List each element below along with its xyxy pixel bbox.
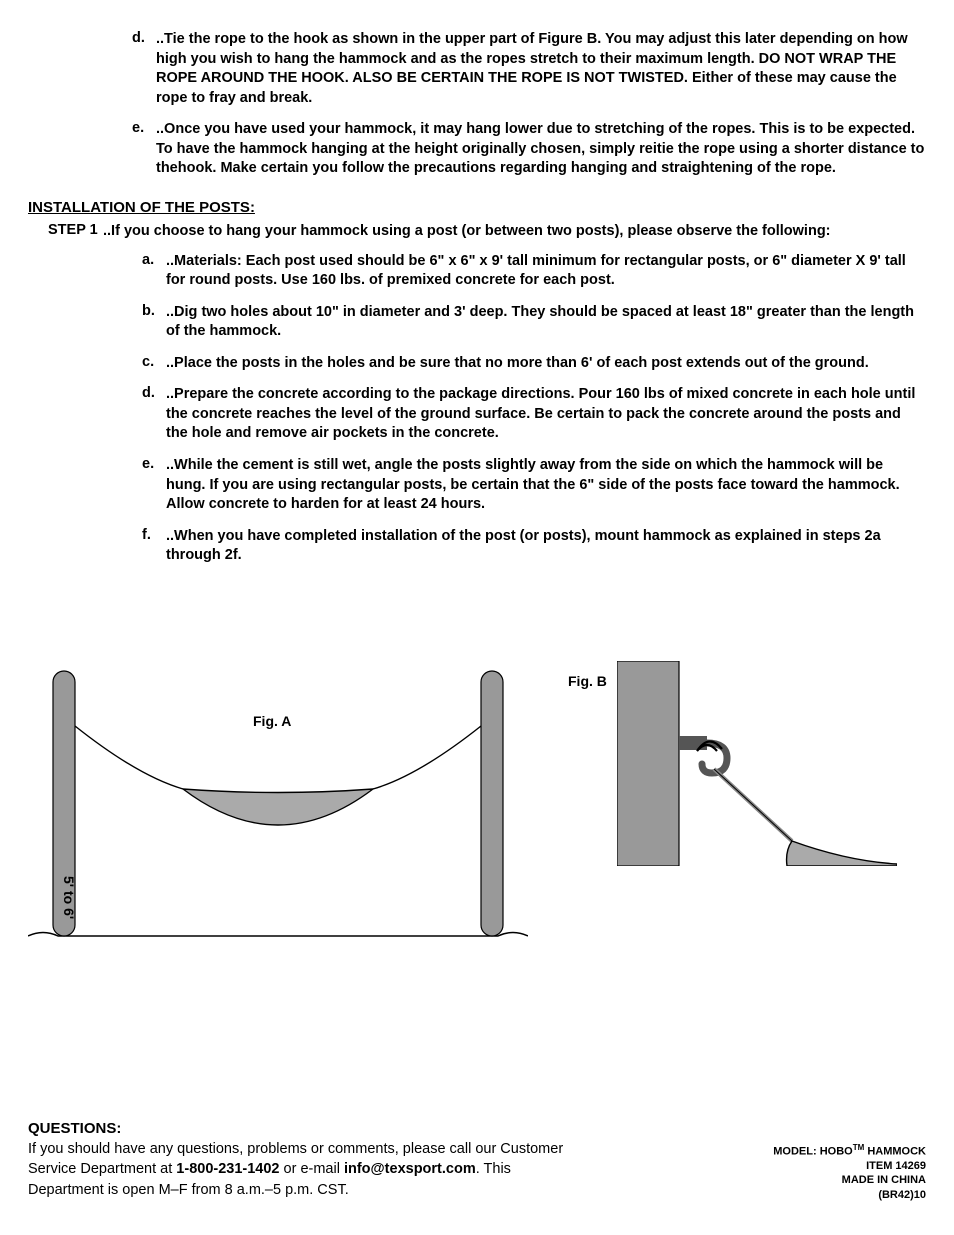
questions-mid: or e-mail [280,1161,344,1177]
questions-phone: 1-800-231-1402 [176,1161,279,1177]
sub-text: ..Materials: Each post used should be 6"… [162,252,926,291]
footer-line4: (BR42)10 [773,1188,926,1202]
installation-title: INSTALLATION OF THE POSTS: [28,199,926,216]
sub-item-c: c. ..Place the posts in the holes and be… [28,354,926,374]
sub-label: c. [142,354,162,374]
sub-item-b: b. ..Dig two holes about 10" in diameter… [28,303,926,342]
sub-label: e. [142,456,162,515]
list-text: ..Once you have used your hammock, it ma… [152,120,926,179]
footer-line2: ITEM 14269 [773,1159,926,1173]
step-text: ..If you choose to hang your hammock usi… [103,222,831,242]
figure-b: Fig. B [568,661,897,866]
sub-label: b. [142,303,162,342]
list-item-e: e. ..Once you have used your hammock, it… [28,120,926,179]
sub-item-e: e. ..While the cement is still wet, angl… [28,456,926,515]
footer-line1: MODEL: HOBOTM HAMMOCK [773,1143,926,1159]
step-label: STEP 1 [48,222,103,242]
step1-sublist: a. ..Materials: Each post used should be… [28,252,926,566]
questions-body: If you should have any questions, proble… [28,1139,588,1200]
sub-label: a. [142,252,162,291]
sub-label: f. [142,527,162,566]
figure-a: Fig. A 5' to 6' [28,661,528,966]
top-list: d. ..Tie the rope to the hook as shown i… [28,30,926,179]
list-text: ..Tie the rope to the hook as shown in t… [152,30,926,108]
questions-section: QUESTIONS: If you should have any questi… [28,1120,926,1200]
footer-line3: MADE IN CHINA [773,1173,926,1187]
sub-text: ..Dig two holes about 10" in diameter an… [162,303,926,342]
list-label: e. [132,120,152,179]
sub-text: ..While the cement is still wet, angle t… [162,456,926,515]
fig-a-label: Fig. A [253,713,291,729]
fig-a-dimension: 5' to 6' [61,876,77,919]
fig-b-label: Fig. B [568,673,607,689]
questions-title: QUESTIONS: [28,1120,926,1137]
questions-email: info@texsport.com [344,1161,476,1177]
sub-text: ..When you have completed installation o… [162,527,926,566]
sub-text: ..Prepare the concrete according to the … [162,385,926,444]
sub-item-d: d. ..Prepare the concrete according to t… [28,385,926,444]
footer-info: MODEL: HOBOTM HAMMOCK ITEM 14269 MADE IN… [773,1143,926,1202]
sub-label: d. [142,385,162,444]
sub-text: ..Place the posts in the holes and be su… [162,354,869,374]
sub-item-f: f. ..When you have completed installatio… [28,527,926,566]
step-1: STEP 1 ..If you choose to hang your hamm… [28,222,926,242]
sub-item-a: a. ..Materials: Each post used should be… [28,252,926,291]
figure-a-svg: Fig. A 5' to 6' [28,661,528,961]
figures-row: Fig. A 5' to 6' Fig. B [28,661,926,966]
list-label: d. [132,30,152,108]
figure-b-svg [617,661,897,866]
list-item-d: d. ..Tie the rope to the hook as shown i… [28,30,926,108]
